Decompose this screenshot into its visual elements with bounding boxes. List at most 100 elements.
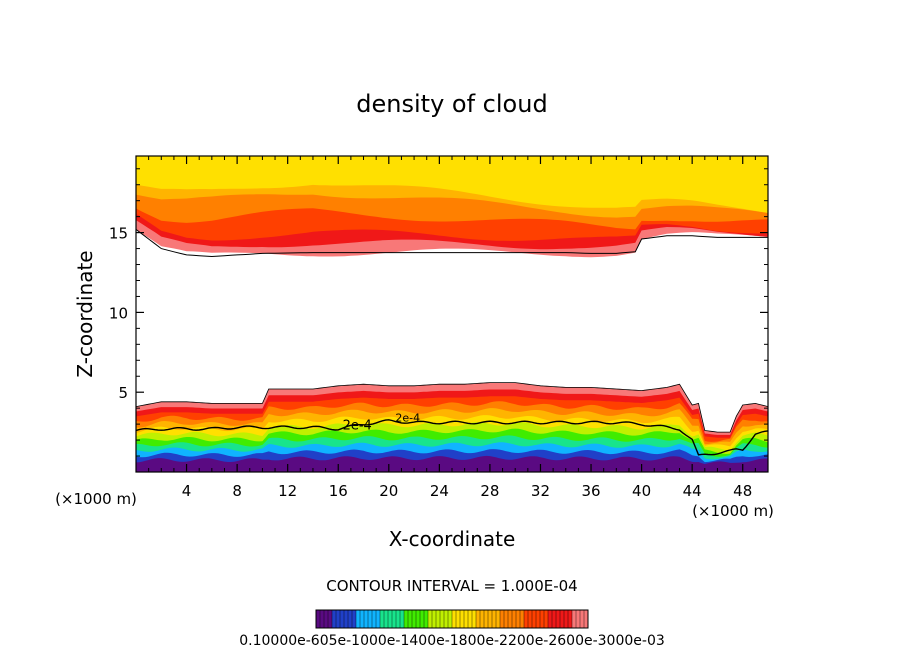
- colorbar-swatch: [380, 610, 385, 628]
- colorbar-swatch: [420, 610, 425, 628]
- y-tick-label: 10: [109, 304, 128, 322]
- colorbar-swatch: [344, 610, 349, 628]
- colorbar-swatch: [372, 610, 377, 628]
- colorbar-swatch: [536, 610, 541, 628]
- colorbar-swatch: [540, 610, 545, 628]
- colorbar-swatch: [424, 610, 429, 628]
- colorbar-swatch: [332, 610, 337, 628]
- colorbar-swatch: [544, 610, 549, 628]
- x-tick-label: 32: [531, 482, 550, 500]
- colorbar-swatch: [400, 610, 405, 628]
- colorbar-swatch: [316, 610, 321, 628]
- colorbar-frame: [315, 609, 589, 629]
- x-tick-label: 16: [329, 482, 348, 500]
- colorbar-swatch: [404, 610, 409, 628]
- colorbar-swatch: [472, 610, 477, 628]
- colorbar-swatch: [336, 610, 341, 628]
- colorbar-swatch: [368, 610, 373, 628]
- colorbar-swatch: [528, 610, 533, 628]
- x-tick-label: 20: [379, 482, 398, 500]
- y-axis: 5 10 15: [109, 168, 768, 457]
- colorbar-swatch: [340, 610, 345, 628]
- x-tick-label: 4: [182, 482, 192, 500]
- colorbar-swatch: [500, 610, 505, 628]
- colorbar-swatch: [412, 610, 417, 628]
- colorbar-swatch: [560, 610, 565, 628]
- colorbar-swatch: [448, 610, 453, 628]
- x-tick-label: 12: [278, 482, 297, 500]
- colorbar: [315, 609, 589, 629]
- colorbar-swatch: [552, 610, 557, 628]
- colorbar-swatch: [436, 610, 441, 628]
- colorbar-swatch: [488, 610, 493, 628]
- colorbar-swatch: [572, 610, 577, 628]
- colorbar-swatch: [468, 610, 473, 628]
- contour-line-2e-4: [136, 419, 768, 456]
- x-unit-left: (×1000 m): [55, 490, 137, 508]
- colorbar-swatch: [440, 610, 445, 628]
- colorbar-swatch: [328, 610, 333, 628]
- x-axis: 4 8 12 16 20 24 28 32 36 40 44 48: [148, 156, 756, 500]
- colorbar-swatch: [396, 610, 401, 628]
- colorbar-swatch: [568, 610, 573, 628]
- colorbar-swatch: [492, 610, 497, 628]
- colorbar-swatch: [556, 610, 561, 628]
- x-unit-right: (×1000 m): [692, 502, 774, 520]
- colorbar-swatch: [464, 610, 469, 628]
- colorbar-swatch: [392, 610, 397, 628]
- colorbar-swatch: [376, 610, 381, 628]
- colorbar-swatch: [324, 610, 329, 628]
- colorbar-swatch: [364, 610, 369, 628]
- colorbar-swatch: [388, 610, 393, 628]
- lower-band: [136, 455, 768, 472]
- colorbar-swatch: [432, 610, 437, 628]
- x-tick-label: 44: [683, 482, 702, 500]
- colorbar-swatch: [564, 610, 569, 628]
- colorbar-swatch: [476, 610, 481, 628]
- colorbar-swatch: [484, 610, 489, 628]
- colorbar-swatch: [512, 610, 517, 628]
- contour-label: 2e-4: [395, 412, 420, 425]
- x-axis-label: X-coordinate: [389, 527, 516, 551]
- colorbar-swatch: [360, 610, 365, 628]
- colorbar-swatch: [384, 610, 389, 628]
- colorbar-swatch: [504, 610, 509, 628]
- colorbar-swatch: [496, 610, 501, 628]
- x-tick-label: 36: [581, 482, 600, 500]
- chart-title: density of cloud: [356, 90, 547, 118]
- x-tick-label: 8: [232, 482, 242, 500]
- colorbar-swatch: [532, 610, 537, 628]
- y-axis-label: Z-coordinate: [73, 250, 97, 377]
- colorbar-swatch: [444, 610, 449, 628]
- upper-band: [136, 156, 768, 211]
- colorbar-swatch: [352, 610, 357, 628]
- colorbar-swatch: [348, 610, 353, 628]
- contour-interval-text: CONTOUR INTERVAL = 1.000E-04: [326, 577, 577, 595]
- colorbar-swatch: [456, 610, 461, 628]
- colorbar-swatch: [320, 610, 325, 628]
- colorbar-swatch: [460, 610, 465, 628]
- x-tick-label: 28: [480, 482, 499, 500]
- contour-field: 2e-4 2e-4: [136, 156, 768, 472]
- colorbar-swatch: [576, 610, 581, 628]
- colorbar-swatch: [516, 610, 521, 628]
- colorbar-swatch: [520, 610, 525, 628]
- plot-area: 2e-4 2e-4: [136, 156, 768, 472]
- colorbar-swatch: [452, 610, 457, 628]
- colorbar-swatch: [408, 610, 413, 628]
- colorbar-swatch: [580, 610, 585, 628]
- colorbar-swatch: [416, 610, 421, 628]
- colorbar-swatch: [524, 610, 529, 628]
- y-tick-label: 15: [109, 225, 128, 243]
- y-tick-label: 5: [118, 384, 128, 402]
- upper-outline: [136, 229, 768, 258]
- contour-label: 2e-4: [343, 419, 372, 434]
- x-tick-label: 24: [430, 482, 449, 500]
- colorbar-swatch: [428, 610, 433, 628]
- x-tick-label: 40: [632, 482, 651, 500]
- x-tick-label: 48: [733, 482, 752, 500]
- colorbar-labels: 0.10000e-605e-1000e-1400e-1800e-2200e-26…: [239, 633, 665, 649]
- colorbar-swatch: [356, 610, 361, 628]
- colorbar-swatch: [548, 610, 553, 628]
